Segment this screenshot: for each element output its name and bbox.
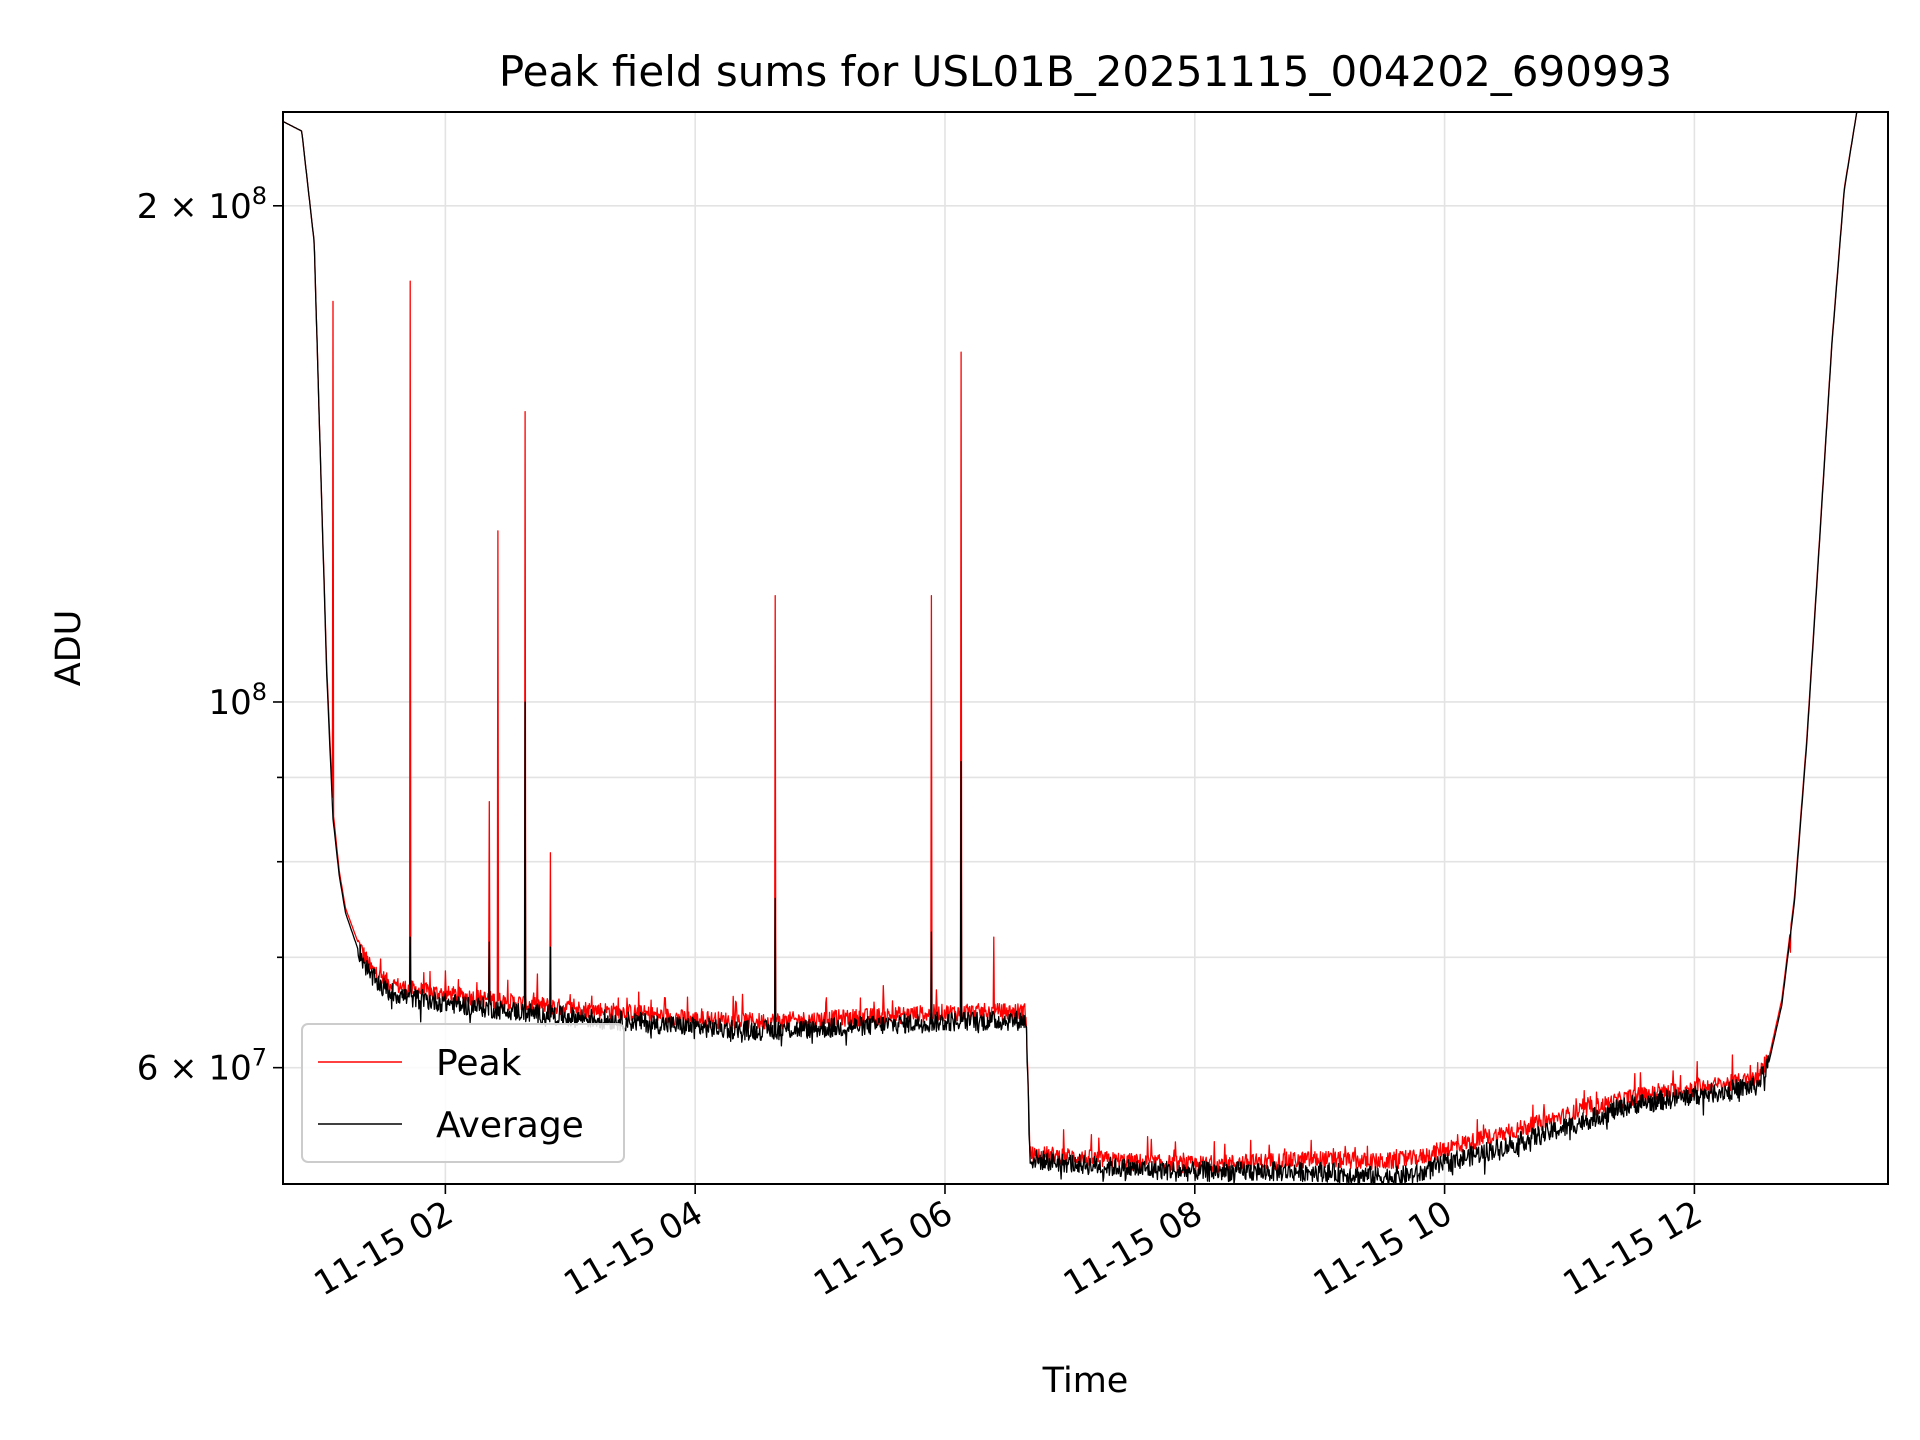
y-tick-label: 6 × 107 xyxy=(137,1044,267,1089)
x-axis-label: Time xyxy=(1042,1361,1129,1401)
legend-label-peak: Peak xyxy=(436,1043,522,1084)
y-tick-label: 2 × 108 xyxy=(137,182,267,227)
legend: Peak Average xyxy=(301,1023,625,1163)
y-axis-label: ADU xyxy=(49,610,89,687)
legend-label-average: Average xyxy=(436,1105,584,1146)
axes-frame xyxy=(282,111,1889,1185)
chart-title: Peak field sums for USL01B_20251115_0042… xyxy=(499,47,1672,96)
series-layer xyxy=(283,112,1858,1184)
series-line-peak xyxy=(283,112,1858,1174)
series-line-average xyxy=(283,112,1858,1184)
y-tick-label: 108 xyxy=(208,678,267,723)
legend-box xyxy=(301,1023,625,1163)
